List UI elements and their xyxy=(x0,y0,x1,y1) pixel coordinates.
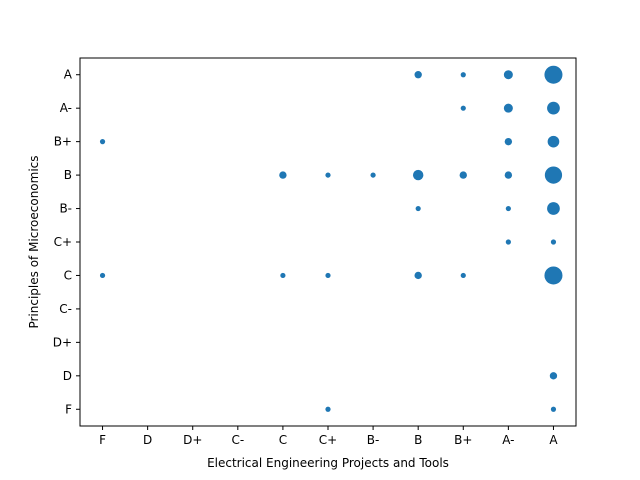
data-point xyxy=(280,272,286,279)
y-tick-label: C xyxy=(64,268,72,282)
data-point xyxy=(550,239,557,245)
data-point xyxy=(99,272,106,279)
data-point xyxy=(412,169,424,181)
data-point xyxy=(370,172,376,178)
y-tick-label: D+ xyxy=(53,335,72,349)
data-point xyxy=(544,166,563,184)
x-tick-label: C xyxy=(279,433,287,447)
data-point xyxy=(459,171,467,179)
data-point xyxy=(325,272,331,279)
x-tick-label: D xyxy=(143,433,152,447)
y-axis-ticks: F D D+ C- C C+ B- B B+ A- A xyxy=(53,68,80,416)
x-axis-ticks: F D D+ C- C C+ B- B B+ A- A xyxy=(99,426,558,447)
data-point xyxy=(325,406,331,412)
data-point xyxy=(547,101,560,115)
data-point xyxy=(415,205,421,212)
x-tick-label: C+ xyxy=(319,433,337,447)
data-point xyxy=(325,172,331,178)
y-tick-label: B+ xyxy=(54,135,72,149)
data-points xyxy=(99,65,563,412)
y-tick-label: A xyxy=(64,68,73,82)
data-point xyxy=(503,70,513,80)
x-tick-label: B+ xyxy=(454,433,472,447)
data-point xyxy=(547,202,560,215)
data-point xyxy=(505,239,511,245)
data-point xyxy=(544,266,563,285)
data-point xyxy=(504,171,513,179)
data-point xyxy=(505,205,511,212)
y-tick-label: A- xyxy=(60,101,72,115)
data-point xyxy=(460,272,466,279)
x-tick-label: B- xyxy=(367,433,380,447)
data-point xyxy=(460,72,466,78)
data-point xyxy=(99,139,106,145)
data-point xyxy=(504,137,513,146)
y-tick-label: F xyxy=(65,402,72,416)
y-tick-label: B- xyxy=(59,202,72,216)
y-tick-label: C- xyxy=(59,302,72,316)
data-point xyxy=(544,65,563,84)
y-axis-label: Principles of Microeconomics xyxy=(27,155,41,328)
x-tick-label: C- xyxy=(231,433,244,447)
data-point xyxy=(547,135,560,148)
y-tick-label: B xyxy=(64,168,72,182)
x-tick-label: A- xyxy=(502,433,514,447)
x-tick-label: D+ xyxy=(183,433,202,447)
data-point xyxy=(414,271,422,280)
data-point xyxy=(503,103,513,113)
data-point xyxy=(549,372,558,380)
data-point xyxy=(279,171,287,179)
data-point xyxy=(550,406,557,412)
data-point xyxy=(414,71,422,79)
y-tick-label: D xyxy=(63,369,72,383)
x-tick-label: B xyxy=(414,433,422,447)
x-tick-label: F xyxy=(99,433,106,447)
plot-frame xyxy=(79,57,577,427)
y-tick-label: C+ xyxy=(54,235,72,249)
x-axis-label: Electrical Engineering Projects and Tool… xyxy=(207,456,449,470)
x-tick-label: A xyxy=(549,433,558,447)
data-point xyxy=(460,105,466,111)
